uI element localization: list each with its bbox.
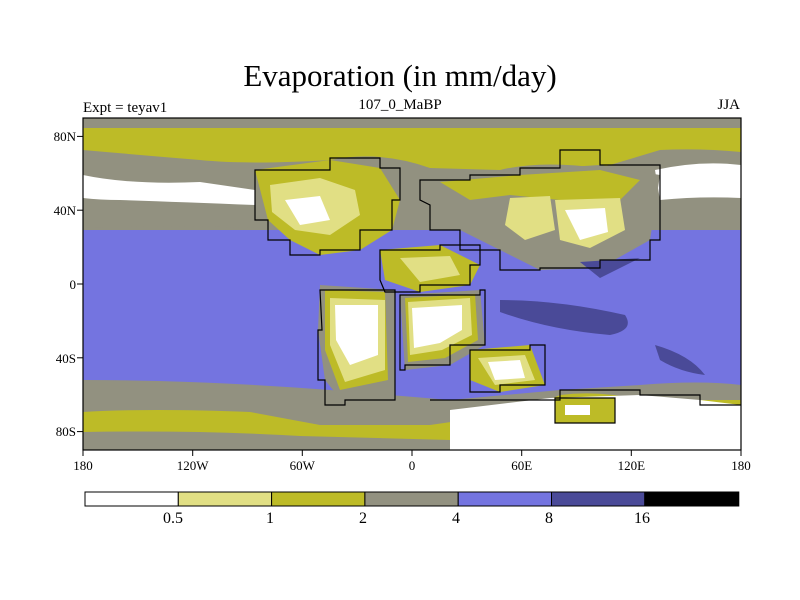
africa-south-white: [412, 305, 462, 348]
colorbar-level-label: 2: [359, 510, 367, 527]
arctic-white-east: [655, 163, 741, 200]
east-antarctic-coast: [469, 344, 546, 393]
colorbar: [84, 491, 740, 507]
north-pole-strip: [83, 118, 741, 128]
east-antarctic-white: [488, 360, 525, 380]
y-tick-label: 80N: [53, 129, 76, 144]
colorbar-box-2: [177, 491, 273, 507]
x-tick-label: 180: [731, 458, 751, 473]
south-america-coast: [317, 289, 396, 406]
colorbar-box-4: [364, 491, 459, 507]
colorbar-level-label: 0.5: [163, 510, 183, 527]
antarctic-white-inlet: [565, 405, 590, 415]
x-tick-label: 180: [73, 458, 93, 473]
africa-north-coast: [379, 244, 481, 293]
colorbar-box-7: [644, 491, 740, 507]
x-tick-label: 0: [408, 458, 416, 473]
europe-light: [505, 196, 555, 240]
south-america-white: [335, 305, 378, 365]
colorbar-box-1: [84, 491, 179, 507]
y-tick-label: 40S: [55, 351, 76, 366]
x-tick-label: 60E: [511, 458, 533, 473]
north-america-dry: [285, 196, 330, 225]
south-pole-gray: [83, 431, 450, 450]
x-axis-ticks: [82, 450, 742, 456]
x-tick-label: 60W: [289, 458, 315, 473]
north-america-coast: [254, 157, 401, 256]
north-pacific-olive: [83, 200, 260, 228]
southwest-pacific-high: [655, 345, 705, 375]
x-tick-label: 120W: [176, 458, 209, 473]
y-tick-label: 0: [69, 277, 77, 292]
colorbar-box-3: [271, 491, 366, 507]
period-label: 107_0_MaBP: [358, 97, 442, 113]
arctic-white: [83, 175, 255, 205]
coastlines: [254, 149, 741, 424]
colorbar-box-5: [457, 491, 553, 507]
colorbar-level-label: 8: [545, 510, 553, 527]
africa-north-light: [400, 256, 460, 282]
antarctic-island-coast: [554, 397, 616, 424]
eurasia-coast: [419, 149, 661, 271]
season-label: JJA: [717, 97, 740, 113]
y-axis-ticks: [77, 135, 83, 433]
y-tick-label: 80S: [55, 424, 76, 439]
colorbar-level-label: 1: [266, 510, 274, 527]
experiment-label: Expt = teyav1: [83, 100, 168, 116]
north-olive-band: [83, 118, 741, 170]
indian-ocean-high: [500, 300, 628, 335]
eurasia-olive: [440, 170, 640, 200]
colorbar-level-label: 4: [452, 510, 460, 527]
y-tick-label: 40N: [53, 203, 76, 218]
east-asia-high: [580, 258, 640, 278]
colorbar-box-6: [551, 491, 646, 507]
x-tick-label: 120E: [617, 458, 646, 473]
asia-white: [565, 208, 608, 240]
evaporation-field: [83, 118, 741, 450]
africa-south-coast: [399, 289, 486, 371]
colorbar-level-label: 16: [634, 510, 650, 527]
page-title: Evaporation (in mm/day): [243, 58, 557, 93]
